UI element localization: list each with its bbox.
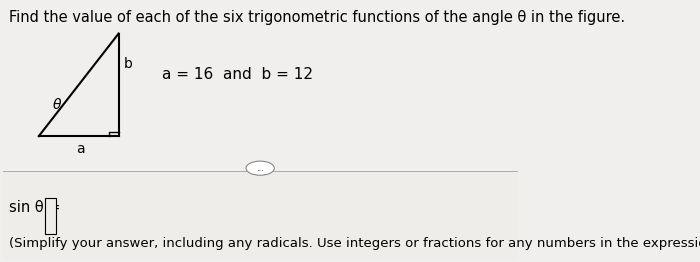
- Text: θ: θ: [52, 98, 61, 112]
- Text: sin θ =: sin θ =: [10, 200, 61, 215]
- Bar: [3, 171, 517, 259]
- Text: a: a: [76, 142, 84, 156]
- Ellipse shape: [246, 161, 274, 175]
- Text: Find the value of each of the six trigonometric functions of the angle θ in the : Find the value of each of the six trigon…: [10, 10, 626, 25]
- Bar: [45, 198, 56, 234]
- Text: b: b: [124, 57, 132, 71]
- Text: ...: ...: [256, 164, 264, 173]
- Text: a = 16  and  b = 12: a = 16 and b = 12: [162, 67, 314, 82]
- Text: (Simplify your answer, including any radicals. Use integers or fractions for any: (Simplify your answer, including any rad…: [10, 237, 700, 250]
